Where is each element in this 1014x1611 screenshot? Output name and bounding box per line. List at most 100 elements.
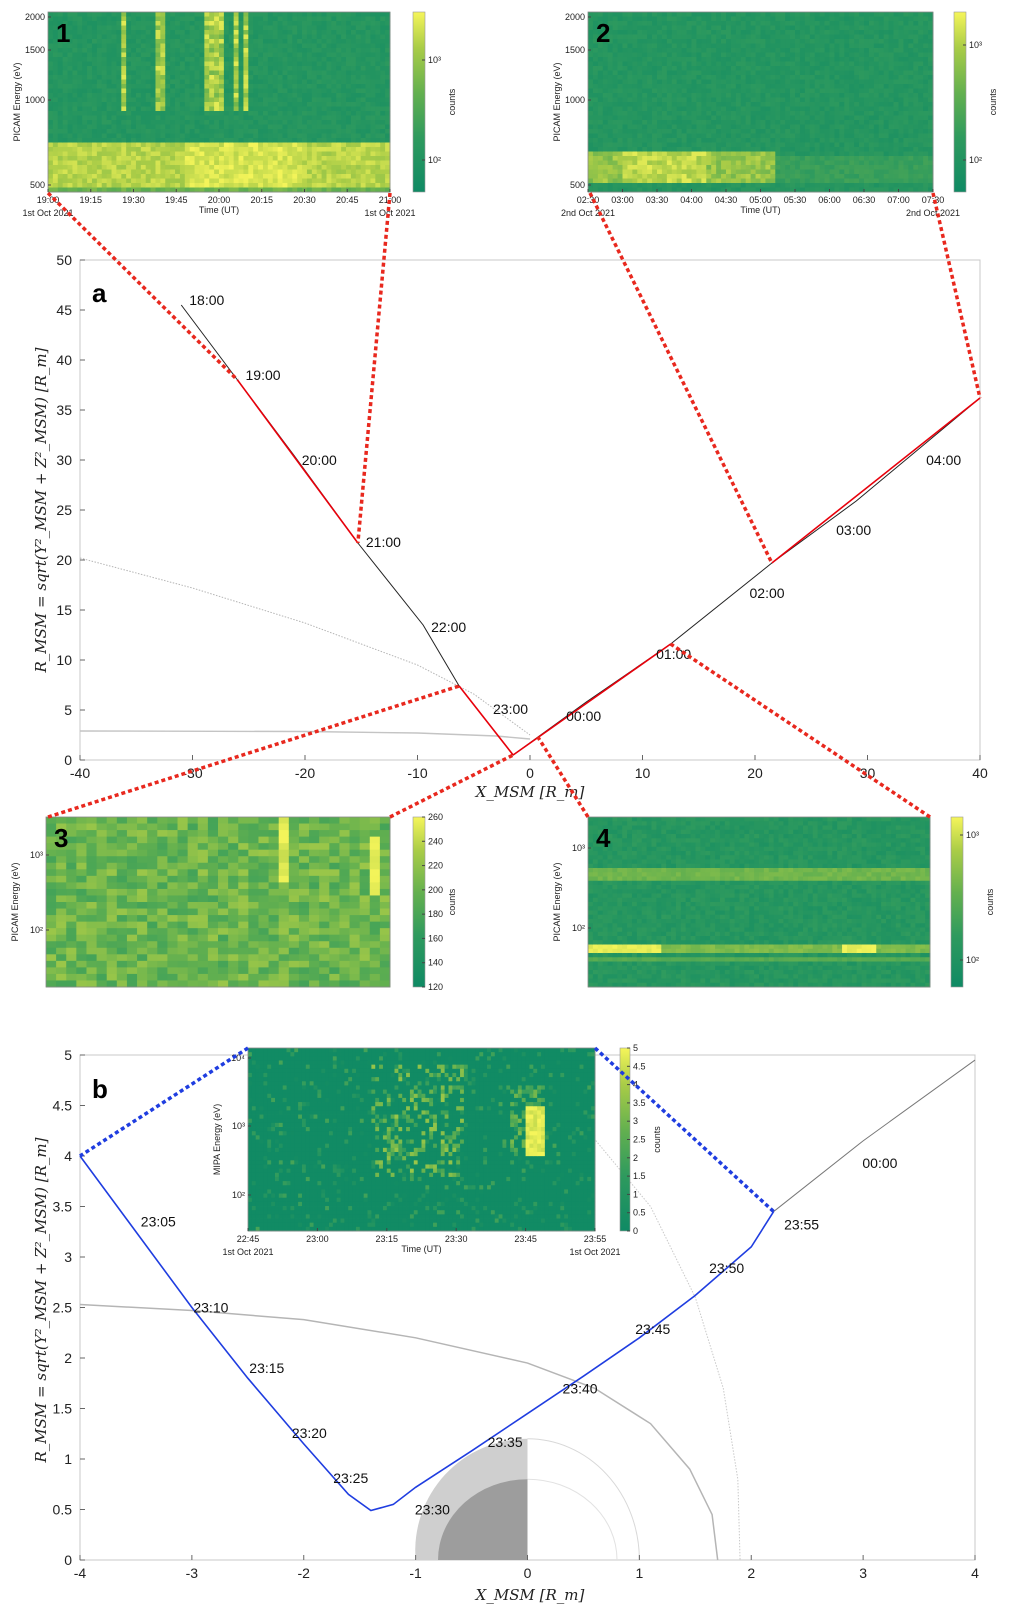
spectrogram-cell	[253, 75, 259, 80]
spectrogram-cell	[165, 178, 171, 184]
spectrogram-cell	[671, 183, 678, 188]
spectrogram-cell	[52, 160, 59, 166]
spectrogram-cell	[316, 129, 322, 134]
spectrogram-cell	[170, 25, 176, 31]
spectrogram-cell	[765, 133, 771, 139]
spectrogram-cell	[238, 93, 244, 98]
spectrogram-cell	[701, 79, 707, 85]
spectrogram-cell	[233, 156, 239, 161]
spectrogram-cell	[67, 183, 73, 188]
spectrogram-cell	[306, 115, 313, 121]
spectrogram-cell	[135, 138, 142, 143]
spectrogram-cell	[72, 75, 78, 80]
spectrogram-cell	[617, 16, 623, 22]
spectrogram-cell	[165, 39, 171, 44]
spectrogram-cell	[647, 12, 653, 17]
spectrogram-cell	[111, 75, 117, 80]
spectrogram-cell	[121, 34, 127, 40]
y-tick-label: 50	[56, 252, 72, 268]
spectrogram-cell	[760, 174, 766, 179]
spectrogram-cell	[785, 48, 791, 53]
spectrogram-cell	[607, 12, 614, 17]
spectrogram-cell	[701, 75, 707, 80]
spectrogram-cell	[199, 160, 205, 166]
spectrogram-cell	[77, 12, 83, 17]
spectrogram-cell	[696, 43, 702, 49]
spectrogram-cell	[199, 120, 205, 125]
spectrogram-cell	[219, 97, 225, 103]
spectrogram-cell	[632, 88, 638, 94]
spectrogram-cell	[592, 21, 599, 26]
spectrogram-cell	[311, 16, 318, 22]
spectrogram-cell	[311, 48, 318, 53]
spectrogram-cell	[790, 115, 796, 121]
spectrogram-cell	[676, 88, 683, 94]
spectrogram-cell	[96, 34, 103, 40]
spectrogram-cell	[385, 120, 391, 125]
spectrogram-cell	[326, 30, 332, 35]
spectrogram-cell	[277, 43, 283, 49]
spectrogram-cell	[745, 115, 752, 121]
spectrogram-cell	[711, 79, 717, 85]
spectrogram-cell	[297, 48, 303, 53]
spectrogram-cell	[671, 151, 678, 157]
panel-b-time-labels: 23:0523:1023:1523:2023:2523:3023:3523:40…	[141, 1155, 898, 1517]
spectrogram-cell	[726, 57, 732, 62]
spectrogram-cell	[612, 187, 618, 193]
spectrogram-cell	[77, 52, 83, 58]
spectrogram-cell	[150, 48, 156, 53]
spectrogram-cell	[111, 174, 117, 179]
spectrogram-cell	[238, 61, 244, 67]
spectrogram-cell	[101, 165, 108, 170]
spectrogram-cell	[238, 187, 244, 193]
spectrogram-cell	[91, 97, 98, 103]
spectrogram-cell	[336, 97, 342, 103]
spectrogram-cell	[248, 178, 254, 184]
spectrogram-cell	[253, 156, 259, 161]
spectrogram-cell	[597, 97, 604, 103]
spectrogram-cell	[612, 70, 618, 76]
spectrogram-cell	[336, 21, 342, 26]
spectrogram-cell	[306, 97, 313, 103]
spectrogram-cell	[612, 106, 618, 112]
spectrogram-cell	[637, 106, 643, 112]
spectrogram-cell	[292, 138, 298, 143]
spectrogram-panel-label: 1	[56, 18, 70, 48]
spectrogram-cell	[686, 93, 692, 98]
spectrogram-cell	[375, 151, 381, 157]
spectrogram-cell	[790, 106, 796, 112]
spectrogram-cell	[730, 106, 737, 112]
spectrogram-cell	[385, 88, 391, 94]
spectrogram-cell	[627, 61, 633, 67]
spectrogram-cell	[721, 169, 727, 175]
spectrogram-cell	[145, 48, 151, 53]
spectrogram-cell	[380, 156, 386, 161]
spectrogram-cell	[799, 187, 806, 193]
spectrogram-cell	[652, 115, 658, 121]
spectrogram-cell	[799, 57, 806, 62]
spectrogram-cell	[48, 61, 54, 67]
spectrogram-cell	[135, 79, 142, 85]
spectrogram-cell	[750, 151, 756, 157]
spectrogram-cell	[77, 156, 83, 161]
spectrogram-cell	[622, 39, 628, 44]
spectrogram-cell	[331, 79, 337, 85]
spectrogram-cell	[258, 97, 264, 103]
spectrogram-cell	[365, 142, 371, 148]
spectrogram-cell	[277, 160, 283, 166]
spectrogram-cell	[824, 61, 830, 67]
spectrogram-cell	[233, 43, 239, 49]
spectrogram-cell	[140, 88, 147, 94]
spectrogram-cell	[77, 111, 83, 116]
spectrogram-cell	[194, 102, 200, 107]
spectrogram-cell	[780, 120, 786, 125]
spectrogram-cell	[277, 88, 283, 94]
spectrogram-cell	[632, 21, 638, 26]
spectrogram-cell	[355, 151, 362, 157]
spectrogram-cell	[145, 174, 151, 179]
spectrogram-cell	[277, 61, 283, 67]
spectrogram-cell	[262, 169, 269, 175]
spectrogram-cell	[622, 142, 628, 148]
spectrogram-cell	[101, 106, 108, 112]
spectrogram-cell	[150, 129, 156, 134]
